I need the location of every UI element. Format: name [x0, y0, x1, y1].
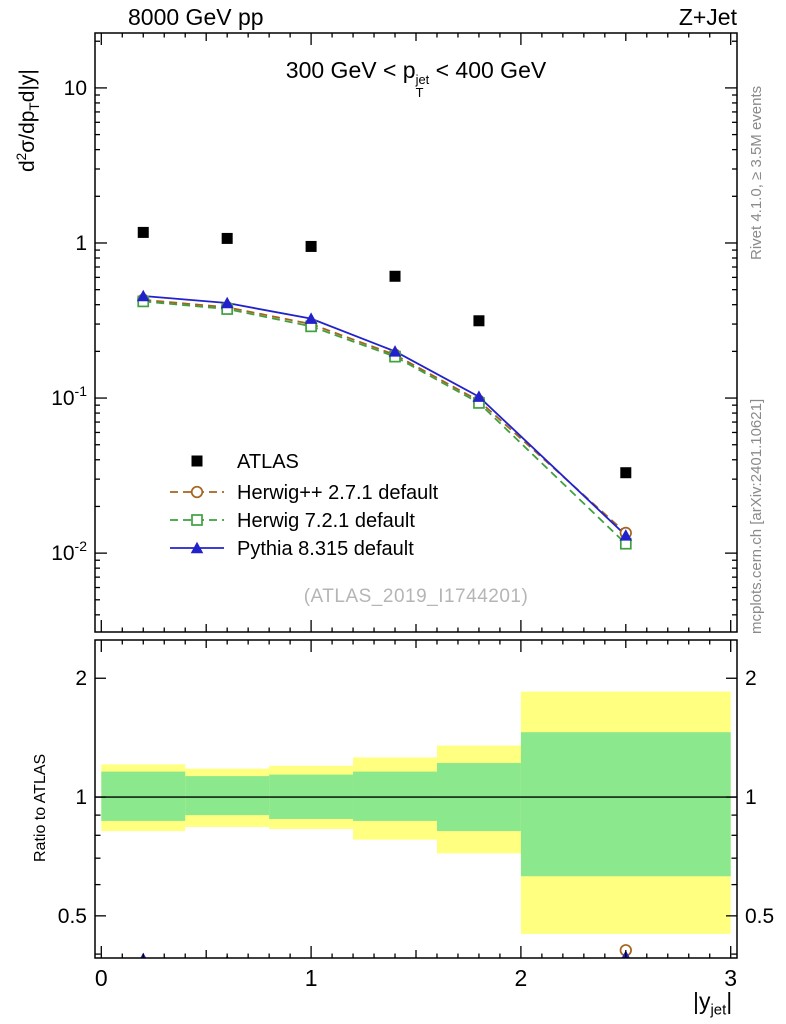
- x-axis-label: |yjet|: [693, 988, 732, 1019]
- title-sup: jet: [415, 71, 430, 87]
- process-title: Z+Jet: [678, 4, 737, 30]
- svg-text:2: 2: [75, 667, 87, 690]
- svg-text:0.5: 0.5: [58, 905, 87, 928]
- legend-label-herwigpp: Herwig++ 2.7.1 default: [237, 482, 439, 504]
- ylabel-mid: σ/dp: [16, 110, 39, 153]
- legend-label-pythia: Pythia 8.315 default: [237, 538, 414, 560]
- legend-label-herwig7: Herwig 7.2.1 default: [237, 510, 415, 532]
- mcplots-arxiv-note: mcplots.cern.ch [arXiv:2401.10621]: [748, 398, 765, 634]
- xlabel-start: |y: [693, 988, 711, 1014]
- xlabel-sub: jet: [710, 1001, 727, 1019]
- main-plot-frame: [94, 32, 738, 633]
- svg-text:2: 2: [515, 965, 528, 991]
- xlabel-end: |: [726, 988, 733, 1014]
- svg-text:1: 1: [75, 786, 87, 809]
- svg-text:0: 0: [95, 965, 108, 991]
- main-y-axis-label: d2σ/dpTd|y|: [14, 69, 42, 172]
- svg-text:1: 1: [745, 786, 757, 809]
- svg-text:1: 1: [305, 965, 318, 991]
- legend-label-atlas: ATLAS: [237, 451, 299, 473]
- title-sub: T: [415, 85, 424, 101]
- ratio-uncertainty-bands: [101, 691, 731, 934]
- legend-markers: [170, 455, 224, 554]
- ylabel-sub: T: [27, 102, 43, 111]
- pt-subsup: jet T: [416, 73, 430, 100]
- svg-text:1: 1: [75, 232, 87, 255]
- ratio-y-axis-label: Ratio to ATLAS: [32, 753, 49, 862]
- ylabel-end: d|y|: [16, 69, 39, 103]
- ratio-markers: [140, 944, 632, 958]
- svg-text:10: 10: [64, 77, 87, 100]
- svg-text:10-1: 10-1: [51, 383, 87, 410]
- svg-text:2: 2: [745, 667, 757, 690]
- svg-text:3: 3: [724, 965, 737, 991]
- main-series: [136, 226, 633, 550]
- svg-text:10-2: 10-2: [51, 538, 87, 565]
- observable-cut-title: 300 GeV < p jet T < 400 GeV: [95, 57, 737, 100]
- ylabel-d: d: [16, 160, 39, 172]
- title-text: 300 GeV < p: [285, 57, 416, 83]
- analysis-id-watermark: (ATLAS_2019_I1744201): [303, 586, 529, 607]
- beam-energy-title: 8000 GeV pp: [128, 4, 264, 30]
- svg-text:0.5: 0.5: [745, 905, 774, 928]
- axis-ticks: [95, 33, 737, 958]
- rivet-version-note: Rivet 4.1.0, ≥ 3.5M events: [748, 85, 765, 260]
- title-text-after: < 400 GeV: [429, 57, 547, 83]
- ylabel-exp: 2: [14, 152, 29, 161]
- axis-tick-labels: 10 1 10-1 10-2 0 1 2 3 0.5 0.5 1 1 2 2: [51, 77, 774, 991]
